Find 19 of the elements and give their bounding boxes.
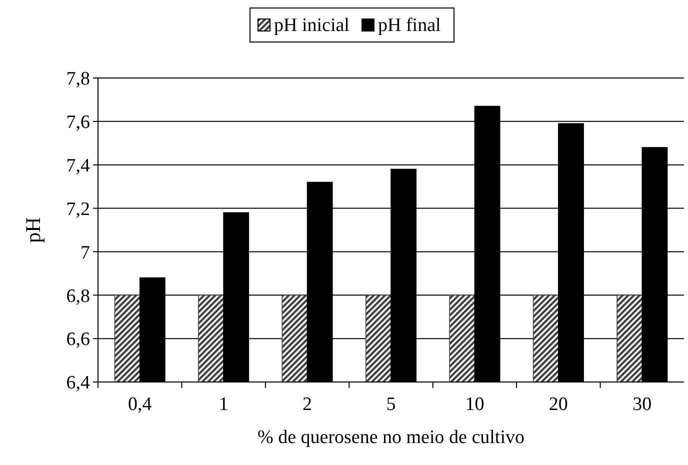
x-axis-title: % de querosene no meio de cultivo (258, 427, 524, 448)
y-tick-label: 7 (80, 242, 90, 264)
legend-label: pH inicial (274, 15, 350, 36)
y-tick-label: 6,6 (66, 329, 90, 350)
y-tick-label: 7,4 (66, 156, 90, 177)
x-tick-label: 1 (218, 394, 228, 415)
y-tick-label: 6,4 (66, 372, 90, 394)
x-tick-label: 0,4 (128, 394, 152, 415)
y-axis-title: pH (21, 217, 45, 243)
legend-label: pH final (378, 15, 441, 36)
x-tick-label: 20 (548, 394, 568, 415)
y-tick-label: 6,8 (66, 286, 90, 307)
y-tick-label: 7,2 (66, 198, 90, 220)
y-tick-label: 7,6 (66, 112, 90, 134)
x-tick-label: 10 (465, 394, 484, 415)
x-tick-label: 5 (386, 394, 396, 415)
y-tick-label: 7,8 (66, 68, 90, 90)
x-tick-label: 30 (632, 394, 652, 415)
x-tick-label: 2 (302, 394, 312, 415)
